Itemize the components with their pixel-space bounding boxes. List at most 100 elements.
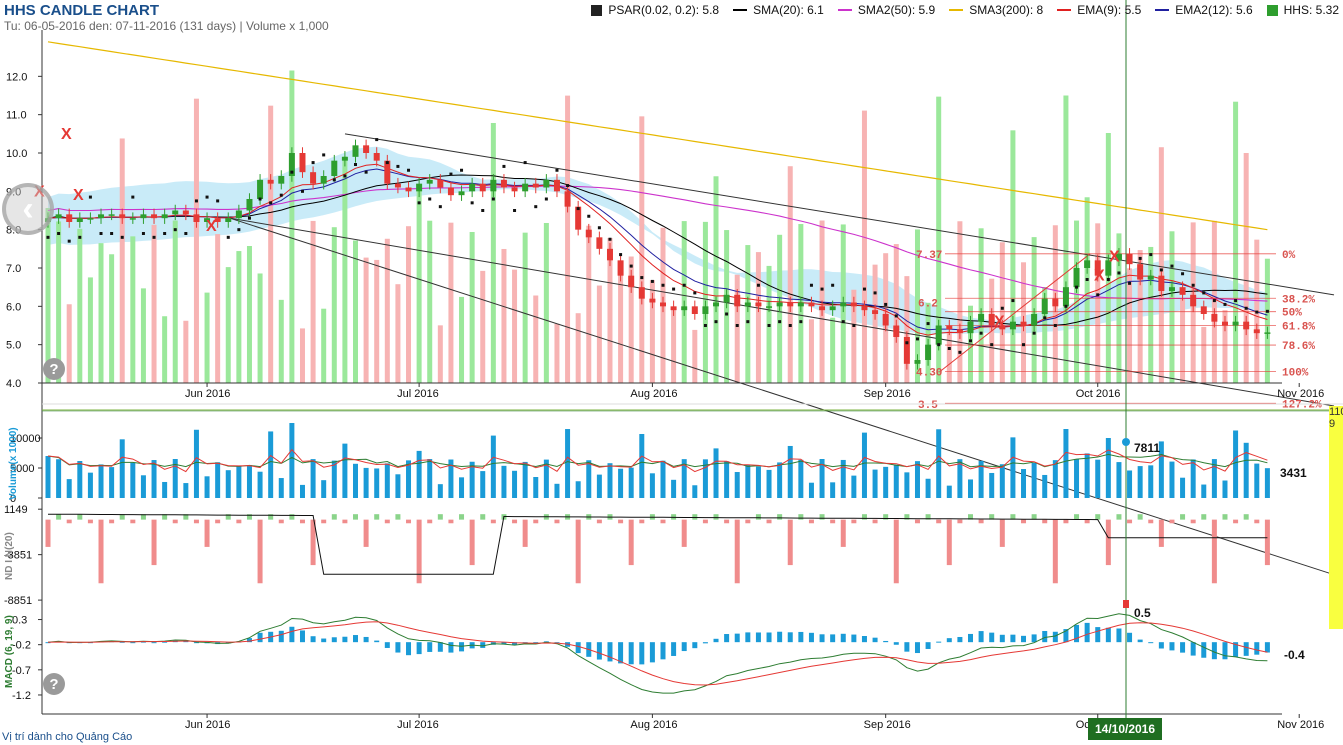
nd-bar: [1169, 519, 1175, 524]
candle-body: [585, 229, 592, 238]
price-volume-bar: [543, 222, 549, 383]
volume-bar: [543, 459, 549, 498]
macd-histogram-bar: [310, 636, 316, 643]
ad-placeholder-link[interactable]: Vị trí dành cho Quảng Cáo: [2, 731, 133, 743]
y-tick-label: 12.0: [6, 71, 27, 83]
candle-body: [1137, 264, 1144, 280]
legend-item[interactable]: HHS: 5.32: [1266, 3, 1339, 17]
psar-dot: [438, 205, 442, 209]
psar-dot: [1064, 304, 1068, 308]
candle-body: [628, 275, 635, 288]
psar-dot: [141, 232, 145, 235]
candle-body: [1126, 253, 1133, 265]
psar-dot: [1255, 310, 1259, 314]
chart-title: HHS CANDLE CHART: [4, 2, 159, 19]
y-tick-label: 1149: [4, 504, 28, 516]
volume-bar: [1021, 469, 1027, 498]
candle-body: [161, 214, 168, 219]
candle-body: [638, 287, 645, 299]
nd-bar: [1243, 514, 1249, 520]
back-arrow-button[interactable]: ‹: [2, 183, 54, 235]
volume-bar: [671, 479, 677, 498]
candle-body: [352, 145, 359, 157]
macd-histogram-bar: [702, 642, 708, 644]
candle-body: [564, 191, 571, 207]
psar-dot: [216, 199, 220, 203]
nd-bar: [236, 519, 242, 524]
macd-histogram-bar: [1169, 642, 1175, 651]
price-volume-bar: [490, 122, 496, 383]
psar-dot: [247, 216, 251, 220]
candle-body: [850, 302, 857, 307]
psar-dot: [1265, 309, 1269, 313]
candle-body: [1221, 321, 1228, 326]
nd-bar: [554, 519, 560, 524]
signal-x-marker: X: [1094, 268, 1105, 285]
volume-bar: [1042, 474, 1048, 498]
candle-body: [723, 294, 730, 303]
volume-bar: [289, 423, 295, 498]
candle-body: [691, 306, 698, 314]
x-tick-label: Jun 2016: [185, 719, 230, 731]
signal-x-marker: X: [73, 187, 84, 204]
psar-dot: [979, 331, 983, 335]
price-volume-bar: [1222, 310, 1228, 383]
nd-bar: [968, 514, 973, 520]
nd-bar: [1074, 514, 1080, 520]
macd-histogram-bar: [45, 642, 51, 644]
macd-histogram-bar: [416, 642, 422, 655]
nd-bar: [342, 519, 348, 524]
nd-bar: [98, 519, 104, 584]
price-volume-bar: [978, 228, 984, 383]
price-volume-bar: [183, 320, 189, 383]
volume-bar: [1052, 460, 1058, 498]
nd-bar: [1105, 519, 1111, 566]
macd-histogram-bar: [1105, 627, 1111, 643]
psar-dot: [619, 253, 623, 257]
psar-dot: [958, 350, 962, 354]
price-volume-bar: [596, 285, 602, 383]
help-icon[interactable]: ?: [43, 673, 65, 695]
legend-item[interactable]: EMA2(12): 5.6: [1155, 3, 1253, 17]
candle-body: [1062, 287, 1069, 307]
legend-swatch: [591, 4, 603, 16]
volume-bar: [501, 465, 507, 498]
legend-item[interactable]: PSAR(0.02, 0.2): 5.8: [591, 3, 719, 17]
psar-dot: [1096, 293, 1100, 297]
legend-item[interactable]: SMA3(200): 8: [949, 3, 1043, 17]
candle-body: [469, 183, 476, 192]
price-volume-bar: [193, 98, 199, 384]
price-volume-bar: [607, 237, 613, 383]
psar-dot: [290, 170, 294, 174]
macd-histogram-bar: [904, 642, 910, 652]
volume-bar: [342, 443, 348, 498]
trend-line: [229, 217, 1335, 407]
candle-body: [543, 179, 550, 188]
candle-body: [861, 306, 868, 311]
legend-item[interactable]: SMA(20): 6.1: [733, 3, 824, 17]
volume-bar: [406, 460, 412, 498]
legend-item[interactable]: SMA2(50): 5.9: [837, 3, 935, 17]
macd-histogram-bar: [671, 642, 677, 656]
volume-bar: [119, 439, 125, 498]
macd-histogram-bar: [342, 636, 348, 643]
psar-dot: [799, 320, 803, 324]
candle-body: [872, 310, 879, 314]
y-tick-label: 4.0: [6, 378, 21, 390]
macd-histogram-bar: [840, 633, 846, 643]
nd-bar: [427, 519, 433, 524]
nd-bar: [363, 519, 369, 547]
psar-dot: [693, 291, 697, 295]
volume-bar: [45, 456, 51, 498]
macd-histogram-bar: [119, 641, 125, 643]
price-volume-bar: [278, 299, 284, 383]
help-icon[interactable]: ?: [43, 358, 65, 380]
candle-body: [235, 210, 242, 219]
candle-body: [925, 344, 932, 360]
nd-bar: [1010, 514, 1016, 520]
y-tick-label: 0: [10, 493, 16, 505]
nd-bar: [745, 519, 751, 524]
price-volume-bar: [1201, 326, 1207, 383]
legend-item[interactable]: EMA(9): 5.5: [1057, 3, 1141, 17]
legend: PSAR(0.02, 0.2): 5.8 SMA(20): 6.1 SMA2(50)…: [591, 3, 1339, 17]
